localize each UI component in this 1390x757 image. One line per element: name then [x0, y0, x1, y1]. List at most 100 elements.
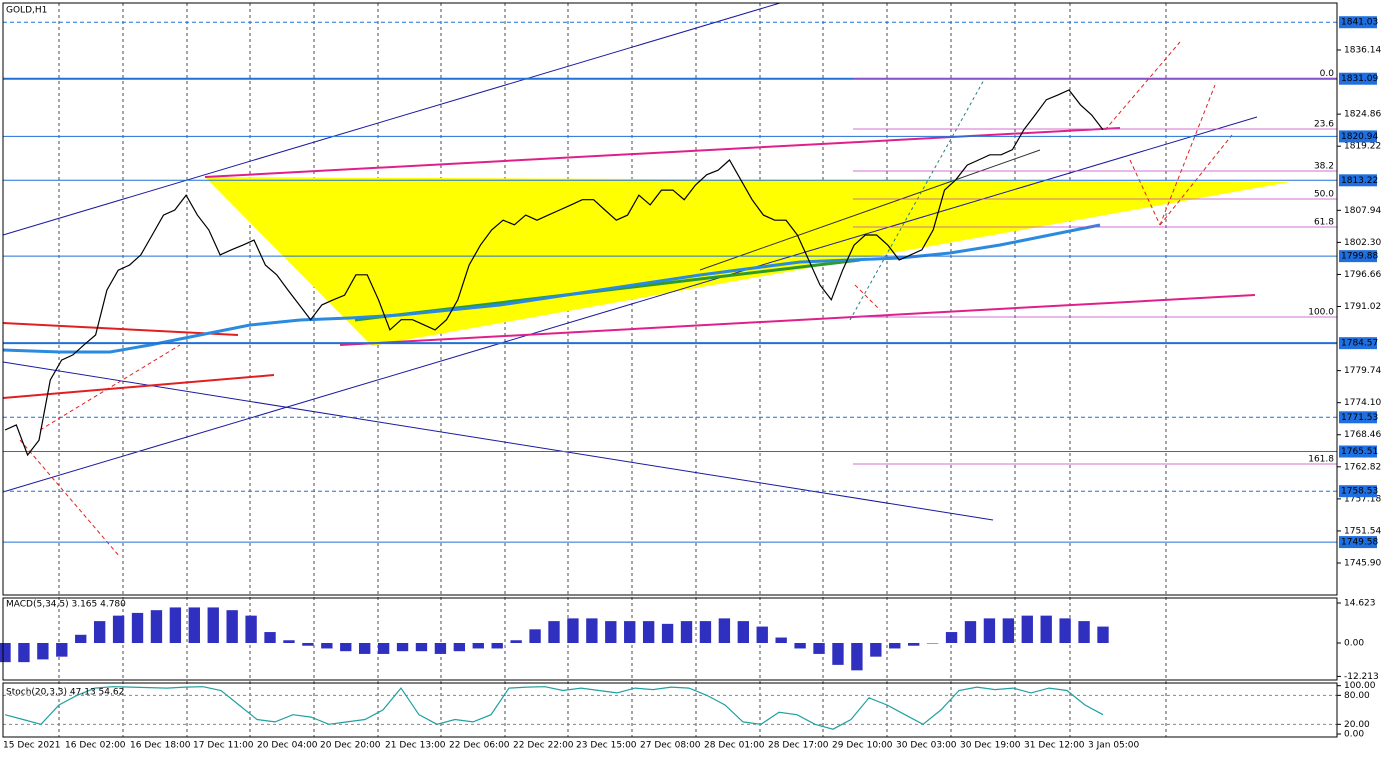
- macd-bar: [169, 607, 182, 643]
- macd-bar: [851, 642, 863, 671]
- macd-bar: [1097, 626, 1109, 643]
- time-grid: [58, 3, 1167, 737]
- macd-bar: [756, 626, 768, 643]
- y-tick-label: 1762.82: [1344, 462, 1381, 472]
- y-tick-label: 1836.14: [1344, 46, 1381, 56]
- x-tick-label: 22 Dec 22:00: [513, 741, 574, 751]
- fib-label: 50.0: [1314, 190, 1334, 200]
- macd-bar: [699, 621, 712, 643]
- macd-bar: [245, 615, 257, 643]
- macd-bar: [131, 612, 144, 643]
- level-label: 1771.53: [1341, 413, 1378, 423]
- y-tick-label: 1824.86: [1344, 110, 1381, 120]
- macd-bar: [93, 621, 106, 643]
- level-label: 1831.09: [1341, 74, 1378, 84]
- arrow: [1129, 159, 1161, 226]
- macd-bar: [983, 618, 996, 643]
- macd-bar: [359, 642, 371, 654]
- stoch-frame: [2, 682, 1338, 738]
- trend-line: [2, 116, 1258, 493]
- level-label: 1813.22: [1341, 176, 1378, 186]
- x-tick-label: 22 Dec 06:00: [449, 741, 510, 751]
- channel-line: [2, 2, 781, 236]
- y-tick-label: 0.00: [1344, 730, 1364, 740]
- macd-bar: [1059, 618, 1071, 643]
- chart-title: GOLD,H1: [6, 6, 47, 16]
- macd-bar: [434, 642, 447, 654]
- y-tick-label: 14.623: [1344, 598, 1376, 608]
- level-box: [1339, 130, 1377, 143]
- arrow: [39, 344, 181, 431]
- y-tick-label: 100.00: [1344, 681, 1376, 691]
- level-box: [1339, 445, 1377, 458]
- y-tick-label: 1791.02: [1344, 302, 1381, 312]
- macd-bar: [1021, 615, 1033, 643]
- y-tick-label: 1807.94: [1344, 206, 1381, 216]
- trend-line: [339, 294, 1256, 346]
- y-tick-label: 1757.18: [1344, 494, 1381, 504]
- y-tick-label: 1768.46: [1344, 430, 1381, 440]
- x-tick-label: 28 Dec 17:00: [768, 741, 829, 751]
- macd-bar: [718, 618, 731, 643]
- x-tick-label: 30 Dec 03:00: [896, 741, 957, 751]
- x-tick-label: 21 Dec 13:00: [385, 741, 446, 751]
- macd-bar: [415, 642, 428, 652]
- level-box: [1339, 337, 1377, 350]
- macd-bar: [396, 642, 409, 652]
- x-tick-label: 29 Dec 10:00: [832, 741, 893, 751]
- x-tick-label: 30 Dec 19:00: [960, 741, 1021, 751]
- macd-bar: [775, 637, 787, 643]
- level-label: 1749.58: [1341, 538, 1378, 548]
- y-tick-label: 20.00: [1344, 720, 1370, 730]
- y-tick-label: 1774.10: [1344, 398, 1381, 408]
- x-tick-label: 15 Dec 2021: [3, 741, 61, 751]
- macd-bar: [0, 642, 11, 663]
- data-layer: 15 Dec 2021 16 Dec 02:00 16 Dec 18:00 17 De…: [0, 16, 1381, 751]
- macd-bar: [112, 615, 125, 643]
- macd-bar: [794, 642, 806, 649]
- macd-bar: [188, 607, 200, 643]
- level-box: [1339, 411, 1377, 424]
- macd-bar: [264, 632, 276, 643]
- y-tick-label: -12.213: [1344, 672, 1379, 682]
- macd-bar: [472, 642, 484, 649]
- level-label: 1758.53: [1341, 487, 1378, 497]
- macd-bar: [870, 642, 882, 657]
- x-tick-label: 23 Dec 15:00: [576, 741, 637, 751]
- arrow: [1104, 41, 1181, 131]
- macd-bar: [642, 621, 655, 643]
- macd-bar: [908, 642, 920, 646]
- macd-bar: [586, 618, 598, 643]
- level-box: [1339, 250, 1377, 263]
- drawings: [2, 2, 1258, 558]
- arrow: [854, 284, 881, 311]
- level-box: [1339, 536, 1377, 549]
- level-label: 1799.88: [1341, 252, 1378, 262]
- level-box: [1339, 485, 1377, 498]
- macd-bar: [226, 610, 238, 643]
- macd-bar: [453, 642, 466, 652]
- x-tick-label: 28 Dec 01:00: [704, 741, 765, 751]
- macd-bar: [18, 642, 30, 663]
- macd-bar: [605, 621, 617, 643]
- fib-label: 38.2: [1314, 161, 1334, 171]
- macd-bar: [737, 621, 749, 643]
- price-line: [4, 686, 1104, 730]
- x-tick-label: 27 Dec 08:00: [640, 741, 701, 751]
- macd-bar: [37, 642, 49, 660]
- macd-bar: [832, 642, 844, 665]
- macd-bar: [1078, 621, 1090, 643]
- macd-bar: [567, 618, 579, 643]
- x-tick-label: 20 Dec 20:00: [320, 741, 381, 751]
- macd-bar: [548, 621, 560, 643]
- macd-bar: [813, 642, 825, 654]
- x-tick-label: 17 Dec 11:00: [193, 741, 254, 751]
- macd-bar: [283, 640, 295, 643]
- y-tick-label: 1819.22: [1344, 142, 1381, 152]
- x-tick-label: 16 Dec 02:00: [65, 741, 126, 751]
- level-box: [1339, 16, 1377, 29]
- macd-bar: [680, 621, 693, 643]
- macd-bar: [661, 623, 674, 643]
